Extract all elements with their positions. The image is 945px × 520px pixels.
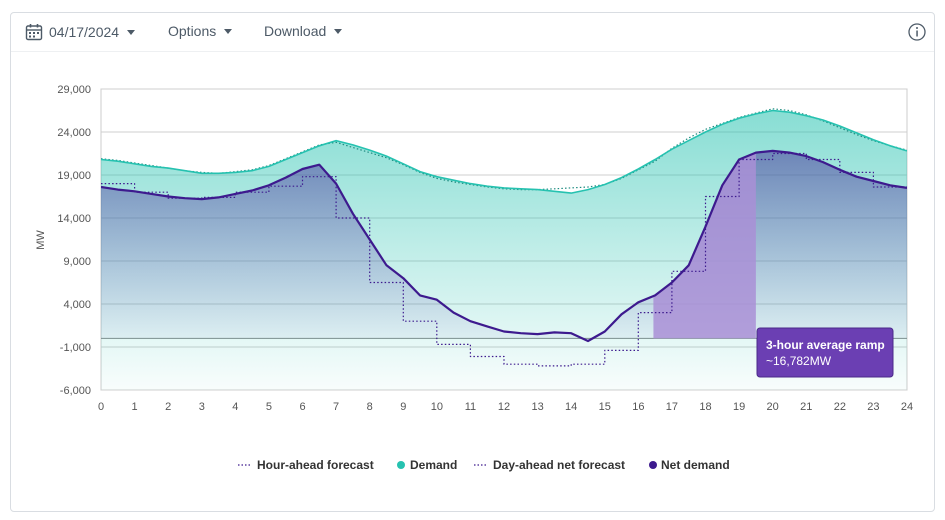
x-tick-label: 20 bbox=[767, 401, 779, 413]
legend-item-day-ahead[interactable]: Day-ahead net forecast bbox=[474, 458, 625, 472]
x-tick-label: 22 bbox=[834, 401, 846, 413]
info-icon[interactable] bbox=[908, 23, 926, 41]
options-label: Options bbox=[168, 23, 217, 39]
legend-item-hour-ahead[interactable]: Hour-ahead forecast bbox=[238, 458, 374, 472]
x-tick-label: 2 bbox=[165, 401, 171, 413]
x-tick-label: 9 bbox=[400, 401, 406, 413]
x-tick-label: 18 bbox=[699, 401, 711, 413]
legend-label: Net demand bbox=[661, 458, 730, 472]
options-menu[interactable]: Options bbox=[168, 23, 233, 39]
y-tick-label: 14,000 bbox=[57, 213, 91, 225]
y-axis: 29,000 24,000 19,000 14,000 9,000 4,000 -1,000… bbox=[57, 84, 91, 397]
download-label: Download bbox=[264, 23, 327, 39]
calendar-icon bbox=[25, 24, 43, 41]
x-tick-label: 0 bbox=[98, 401, 104, 413]
legend-label: Day-ahead net forecast bbox=[493, 458, 625, 472]
download-menu[interactable]: Download bbox=[264, 23, 343, 39]
legend-item-demand[interactable]: Demand bbox=[397, 458, 457, 472]
x-tick-label: 15 bbox=[599, 401, 611, 413]
x-tick-label: 4 bbox=[232, 401, 238, 413]
x-axis: 0 1 2 3 4 5 6 7 8 9 10 11 12 13 14 15 16 17 18 19 20 21 22 23 24 bbox=[98, 401, 913, 413]
x-tick-label: 5 bbox=[266, 401, 272, 413]
legend-dot-icon bbox=[397, 461, 405, 469]
x-tick-label: 3 bbox=[199, 401, 205, 413]
x-tick-label: 12 bbox=[498, 401, 510, 413]
y-tick-label: 24,000 bbox=[57, 127, 91, 139]
x-tick-label: 7 bbox=[333, 401, 339, 413]
y-axis-label: MW bbox=[35, 230, 47, 250]
tooltip-title: 3-hour average ramp bbox=[766, 338, 885, 352]
x-tick-label: 24 bbox=[901, 401, 913, 413]
x-tick-label: 17 bbox=[666, 401, 678, 413]
chevron-down-icon bbox=[127, 29, 136, 35]
x-tick-label: 11 bbox=[465, 401, 476, 413]
series-line-net-demand bbox=[101, 149, 907, 343]
y-tick-label: -1,000 bbox=[60, 342, 91, 354]
legend-label: Demand bbox=[410, 458, 457, 472]
tooltip-box bbox=[756, 327, 894, 378]
x-tick-label: 8 bbox=[367, 401, 373, 413]
y-tick-label: -6,000 bbox=[60, 385, 91, 397]
y-tick-label: 4,000 bbox=[63, 299, 91, 311]
x-tick-label: 16 bbox=[632, 401, 644, 413]
tooltip-value: ~16,782MW bbox=[766, 354, 832, 368]
legend: Hour-ahead forecast Demand Day-ahead net… bbox=[238, 458, 730, 472]
x-tick-label: 23 bbox=[867, 401, 879, 413]
x-tick-label: 6 bbox=[299, 401, 305, 413]
date-picker[interactable]: 04/17/2024 bbox=[25, 23, 136, 41]
x-tick-label: 14 bbox=[565, 401, 577, 413]
ramp-highlight bbox=[653, 152, 756, 339]
y-tick-label: 29,000 bbox=[57, 84, 91, 96]
legend-item-net-demand[interactable]: Net demand bbox=[649, 458, 730, 472]
x-tick-label: 13 bbox=[531, 401, 543, 413]
series-line-demand bbox=[101, 109, 907, 194]
y-tick-label: 9,000 bbox=[63, 256, 91, 268]
ramp-tooltip: 3-hour average ramp ~16,782MW bbox=[756, 327, 894, 378]
legend-label: Hour-ahead forecast bbox=[257, 458, 374, 472]
toolbar: 04/17/2024 Options Download bbox=[11, 13, 934, 52]
series-lines bbox=[101, 108, 907, 367]
legend-dot-icon bbox=[649, 461, 657, 469]
chevron-down-icon bbox=[224, 28, 233, 34]
x-tick-label: 10 bbox=[431, 401, 443, 413]
series-line-day-ahead-net-forecast bbox=[101, 152, 907, 367]
x-tick-label: 19 bbox=[733, 401, 745, 413]
y-tick-label: 19,000 bbox=[57, 170, 91, 182]
chevron-down-icon bbox=[334, 28, 343, 34]
x-tick-label: 1 bbox=[132, 401, 138, 413]
date-label: 04/17/2024 bbox=[49, 24, 120, 40]
x-tick-label: 21 bbox=[800, 401, 812, 413]
